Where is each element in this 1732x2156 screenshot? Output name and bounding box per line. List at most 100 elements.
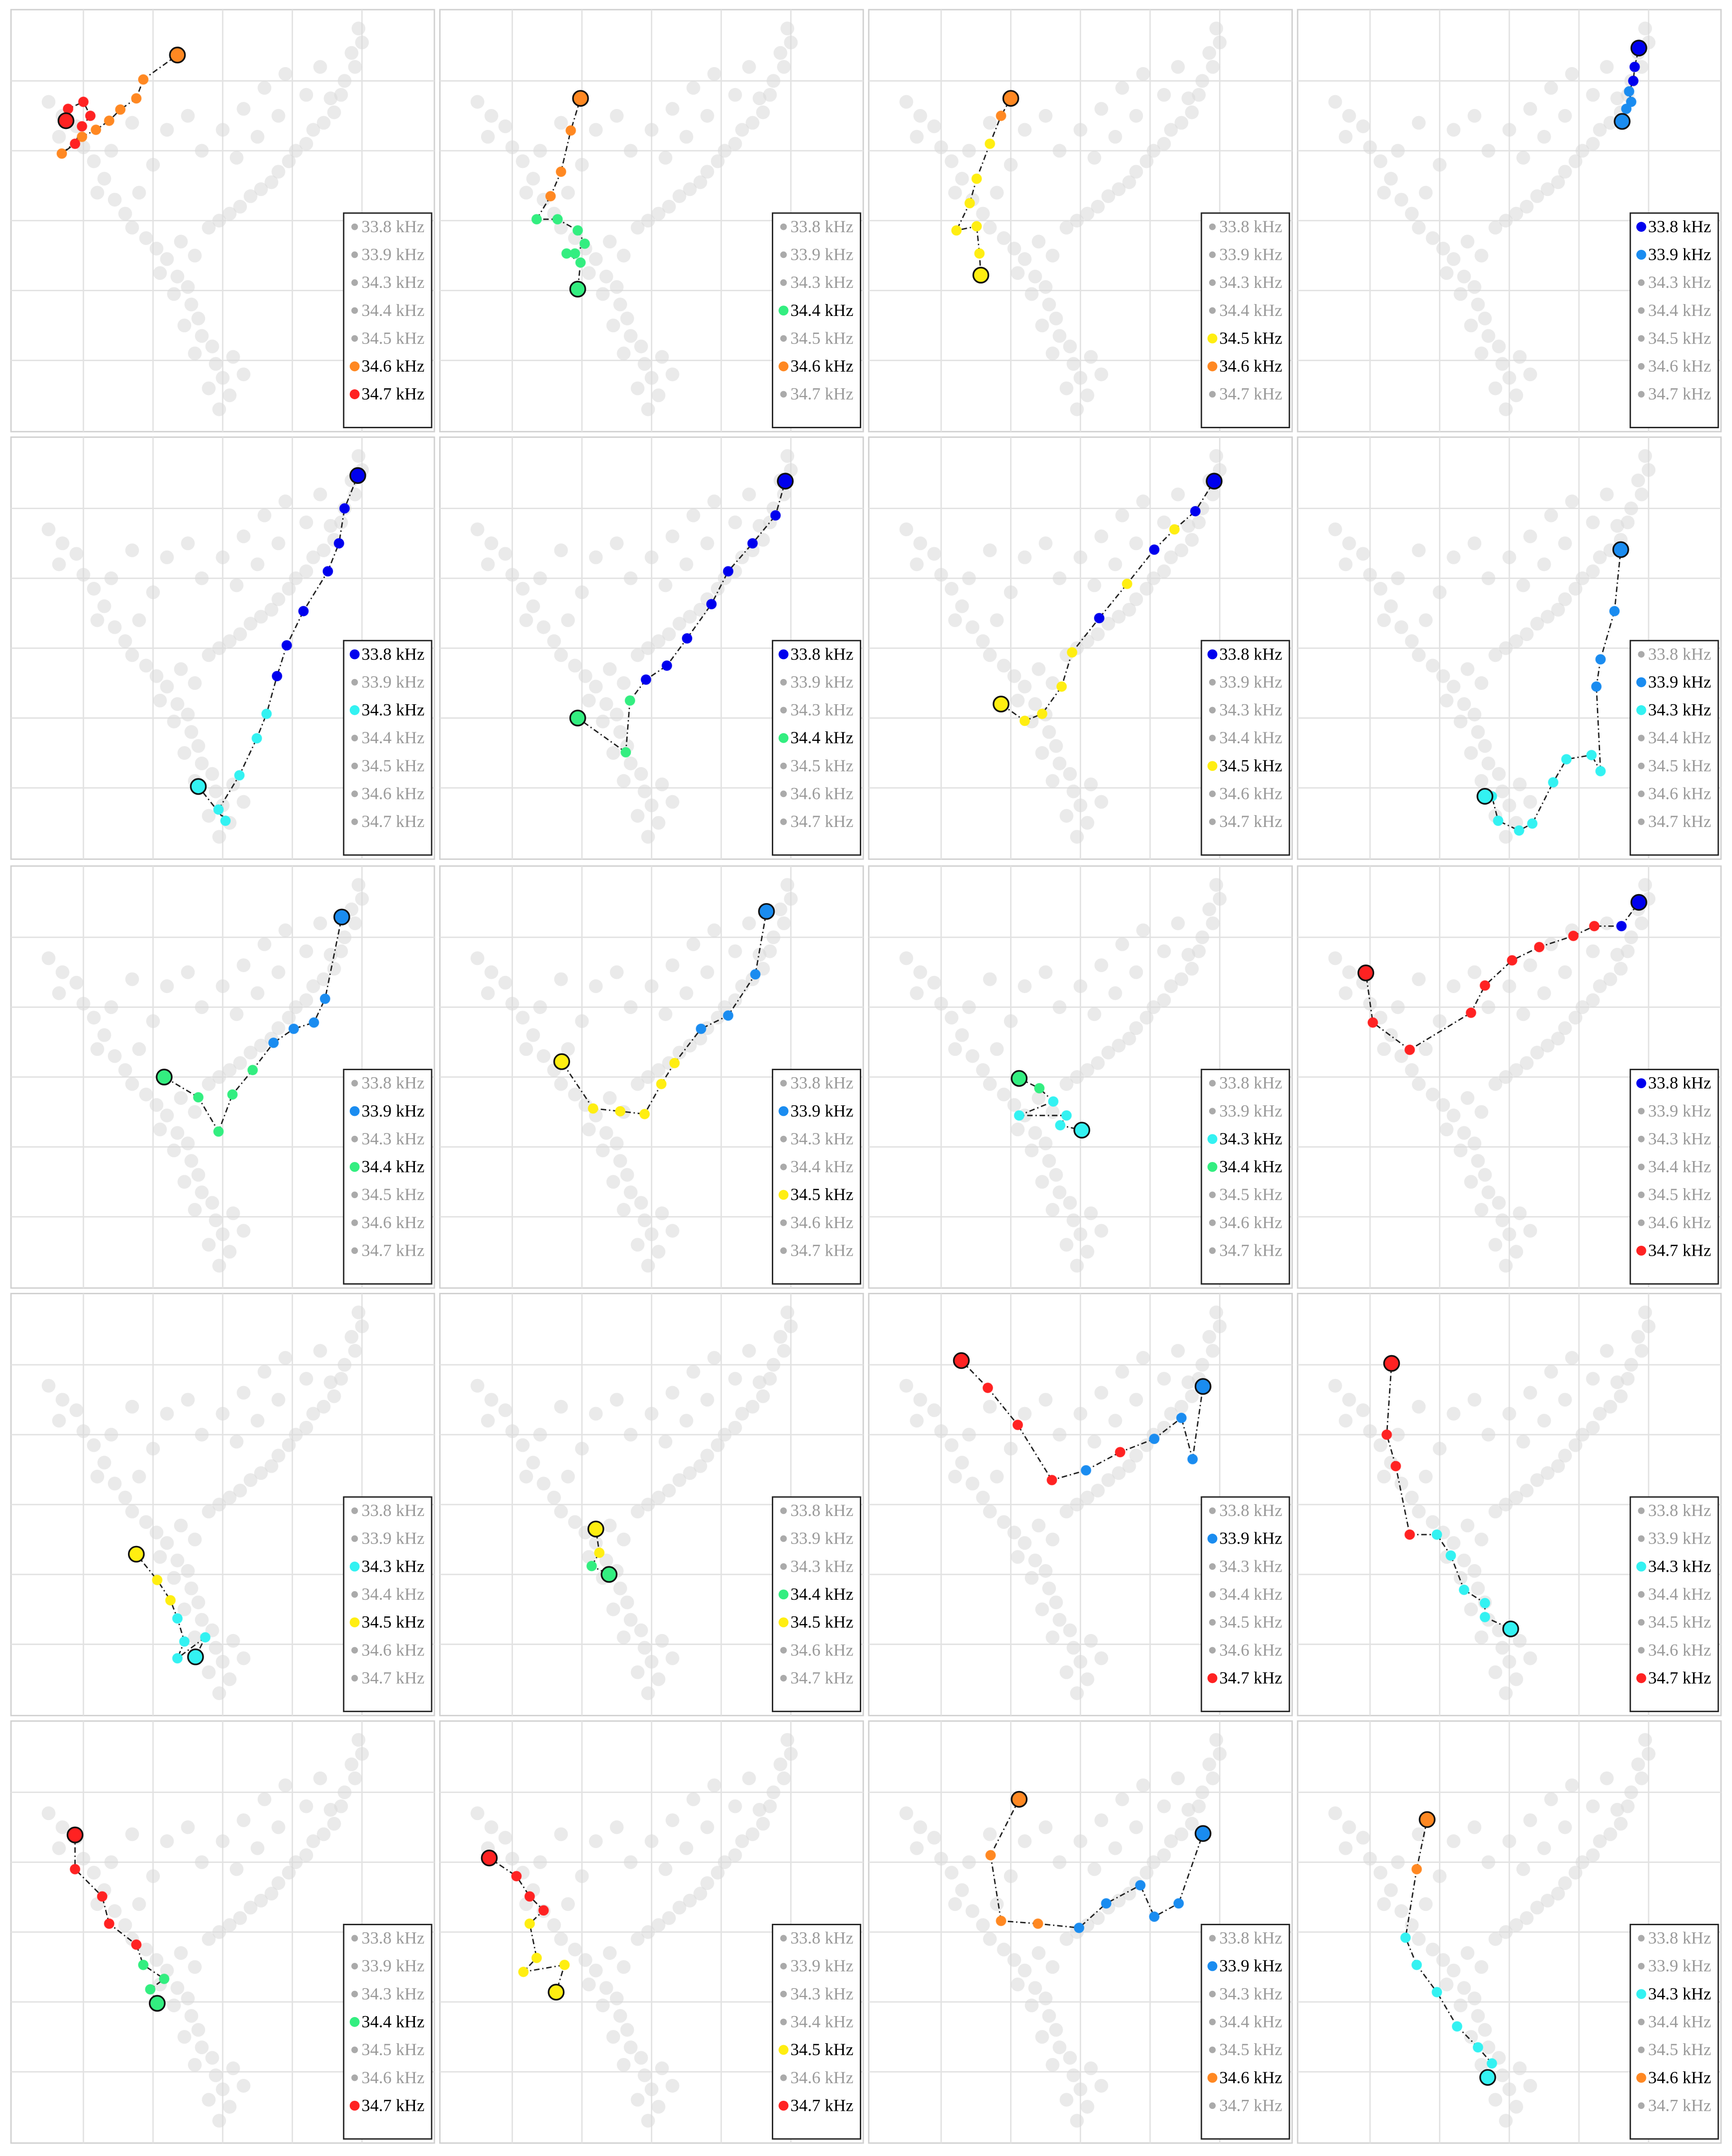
background-point bbox=[90, 1042, 104, 1056]
background-point bbox=[316, 543, 331, 557]
background-point bbox=[1447, 550, 1461, 564]
background-point bbox=[948, 186, 962, 200]
legend-marker bbox=[349, 1561, 360, 1572]
background-point bbox=[1541, 182, 1555, 197]
background-point bbox=[1530, 1473, 1544, 1487]
background-point bbox=[1513, 2061, 1527, 2076]
legend-label: 33.9 kHz bbox=[790, 245, 853, 264]
background-point bbox=[1080, 207, 1094, 221]
background-point bbox=[1568, 154, 1583, 168]
background-point bbox=[149, 669, 164, 683]
background-point bbox=[1039, 1820, 1053, 1834]
trajectory-point bbox=[575, 257, 586, 268]
legend-marker bbox=[1636, 249, 1646, 260]
background-point bbox=[1471, 1154, 1485, 1168]
background-point bbox=[1439, 693, 1454, 708]
background-point bbox=[718, 1427, 732, 1442]
legend-marker bbox=[1638, 1935, 1645, 1942]
background-point bbox=[265, 1459, 278, 1473]
legend-label: 33.9 kHz bbox=[790, 1101, 853, 1120]
endpoint bbox=[190, 778, 207, 795]
background-point bbox=[184, 297, 198, 312]
background-point bbox=[1363, 1424, 1377, 1438]
background-point bbox=[575, 1869, 589, 1883]
legend-marker bbox=[351, 1647, 358, 1654]
trajectory-point bbox=[1624, 86, 1634, 97]
background-point bbox=[1157, 1848, 1171, 1862]
legend-label: 34.4 kHz bbox=[790, 728, 853, 747]
legend-label: 33.9 kHz bbox=[1219, 1101, 1282, 1120]
background-point bbox=[289, 571, 303, 585]
background-point bbox=[686, 508, 700, 522]
background-point bbox=[1342, 536, 1356, 551]
background-point bbox=[337, 1358, 352, 1372]
background-point bbox=[1328, 1806, 1342, 1821]
background-point bbox=[1094, 102, 1109, 116]
background-point bbox=[344, 1330, 359, 1344]
legend-label: 34.7 kHz bbox=[1648, 1241, 1711, 1260]
background-point bbox=[104, 144, 118, 158]
background-point bbox=[278, 1778, 293, 1792]
legend-marker bbox=[351, 1247, 358, 1254]
background-point bbox=[707, 67, 721, 81]
background-point bbox=[1070, 1686, 1084, 1700]
background-point bbox=[1475, 774, 1488, 788]
trajectory-point bbox=[1527, 818, 1538, 829]
background-point bbox=[1565, 1778, 1579, 1792]
legend-label: 33.9 kHz bbox=[1648, 1529, 1711, 1548]
background-point bbox=[659, 578, 673, 592]
legend-label: 34.3 kHz bbox=[790, 1556, 853, 1575]
background-point bbox=[582, 1122, 596, 1137]
legend-marker bbox=[780, 818, 787, 825]
background-point bbox=[1181, 948, 1195, 962]
background-point bbox=[983, 220, 997, 235]
legend-marker bbox=[1209, 391, 1216, 398]
background-point bbox=[327, 1817, 341, 1831]
background-point bbox=[742, 1344, 756, 1358]
background-point bbox=[1558, 1820, 1572, 1834]
background-point bbox=[313, 1344, 327, 1358]
background-point bbox=[1070, 214, 1084, 228]
background-point bbox=[554, 648, 568, 662]
background-point bbox=[1586, 1420, 1600, 1435]
background-point bbox=[1544, 1365, 1558, 1379]
background-point bbox=[537, 1049, 551, 1063]
background-point bbox=[1206, 1344, 1220, 1358]
legend-marker bbox=[1636, 222, 1646, 232]
background-point bbox=[945, 1011, 959, 1025]
background-point bbox=[686, 1792, 700, 1806]
background-point bbox=[149, 1526, 164, 1540]
background-point bbox=[547, 1490, 561, 1505]
background-point bbox=[1467, 1991, 1482, 2006]
background-point bbox=[250, 557, 265, 571]
background-point bbox=[1042, 2009, 1056, 2023]
background-point bbox=[1129, 592, 1143, 606]
background-point bbox=[170, 269, 185, 284]
background-point bbox=[638, 1213, 652, 1227]
trajectory-point bbox=[69, 138, 80, 149]
trajectory-point bbox=[1561, 754, 1572, 765]
endpoint bbox=[169, 47, 186, 64]
background-point bbox=[752, 948, 767, 962]
background-point bbox=[1164, 1407, 1178, 1421]
background-point bbox=[125, 1505, 139, 1519]
background-point bbox=[644, 1407, 659, 1421]
legend-marker bbox=[1207, 1134, 1218, 1144]
legend-marker bbox=[778, 2100, 789, 2111]
trajectory-point bbox=[1479, 1597, 1490, 1609]
legend-label: 34.4 kHz bbox=[790, 1157, 853, 1176]
background-point bbox=[1115, 1365, 1129, 1379]
background-point bbox=[167, 1998, 181, 2013]
background-point bbox=[1394, 1904, 1408, 1918]
trajectory-point bbox=[561, 248, 572, 259]
trajectory-point bbox=[1046, 1475, 1057, 1486]
background-point bbox=[125, 220, 139, 235]
background-point bbox=[1342, 1393, 1356, 1407]
background-point bbox=[1481, 757, 1496, 770]
background-point bbox=[1565, 494, 1579, 509]
background-point bbox=[1011, 693, 1025, 708]
background-point bbox=[1053, 1185, 1067, 1200]
background-point bbox=[1212, 1319, 1227, 1333]
background-point bbox=[1541, 610, 1555, 624]
trajectory-point bbox=[1081, 1465, 1092, 1476]
